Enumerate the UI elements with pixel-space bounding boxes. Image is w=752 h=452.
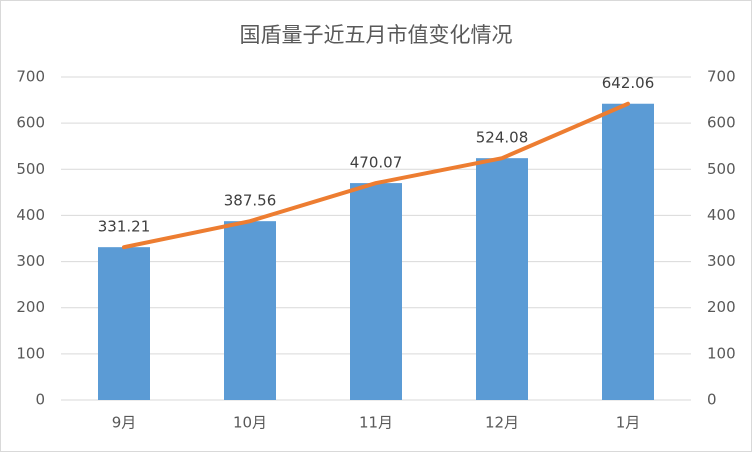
y-tick-label: 500 — [16, 160, 45, 178]
y2-tick-label: 600 — [707, 114, 736, 132]
bar — [224, 221, 276, 400]
data-label: 387.56 — [224, 192, 277, 210]
y2-tick-label: 100 — [707, 344, 736, 362]
y-tick-label: 200 — [16, 298, 45, 316]
y2-tick-label: 700 — [707, 68, 736, 86]
y-tick-label: 700 — [16, 68, 45, 86]
data-label: 470.07 — [350, 154, 403, 172]
x-tick-label: 9月 — [112, 414, 137, 432]
y-tick-label: 400 — [16, 206, 45, 224]
x-tick-label: 1月 — [616, 414, 641, 432]
y-tick-label: 0 — [35, 391, 45, 409]
data-label: 331.21 — [98, 218, 151, 236]
chart-title: 国盾量子近五月市值变化情况 — [240, 23, 513, 47]
y-tick-label: 100 — [16, 344, 45, 362]
line — [122, 101, 630, 250]
y2-tick-label: 200 — [707, 298, 736, 316]
x-tick-label: 12月 — [485, 414, 519, 432]
x-tick-label: 11月 — [359, 414, 393, 432]
x-tick-label: 10月 — [233, 414, 267, 432]
bar — [476, 158, 528, 400]
y2-tick-label: 400 — [707, 206, 736, 224]
data-label: 524.08 — [476, 129, 529, 147]
y-tick-label: 300 — [16, 252, 45, 270]
y2-tick-label: 500 — [707, 160, 736, 178]
bar — [602, 103, 654, 400]
y2-tick-label: 0 — [707, 391, 717, 409]
y2-tick-label: 300 — [707, 252, 736, 270]
bar — [98, 247, 150, 400]
bar — [350, 183, 402, 400]
y-tick-label: 600 — [16, 114, 45, 132]
data-label: 642.06 — [602, 74, 655, 92]
